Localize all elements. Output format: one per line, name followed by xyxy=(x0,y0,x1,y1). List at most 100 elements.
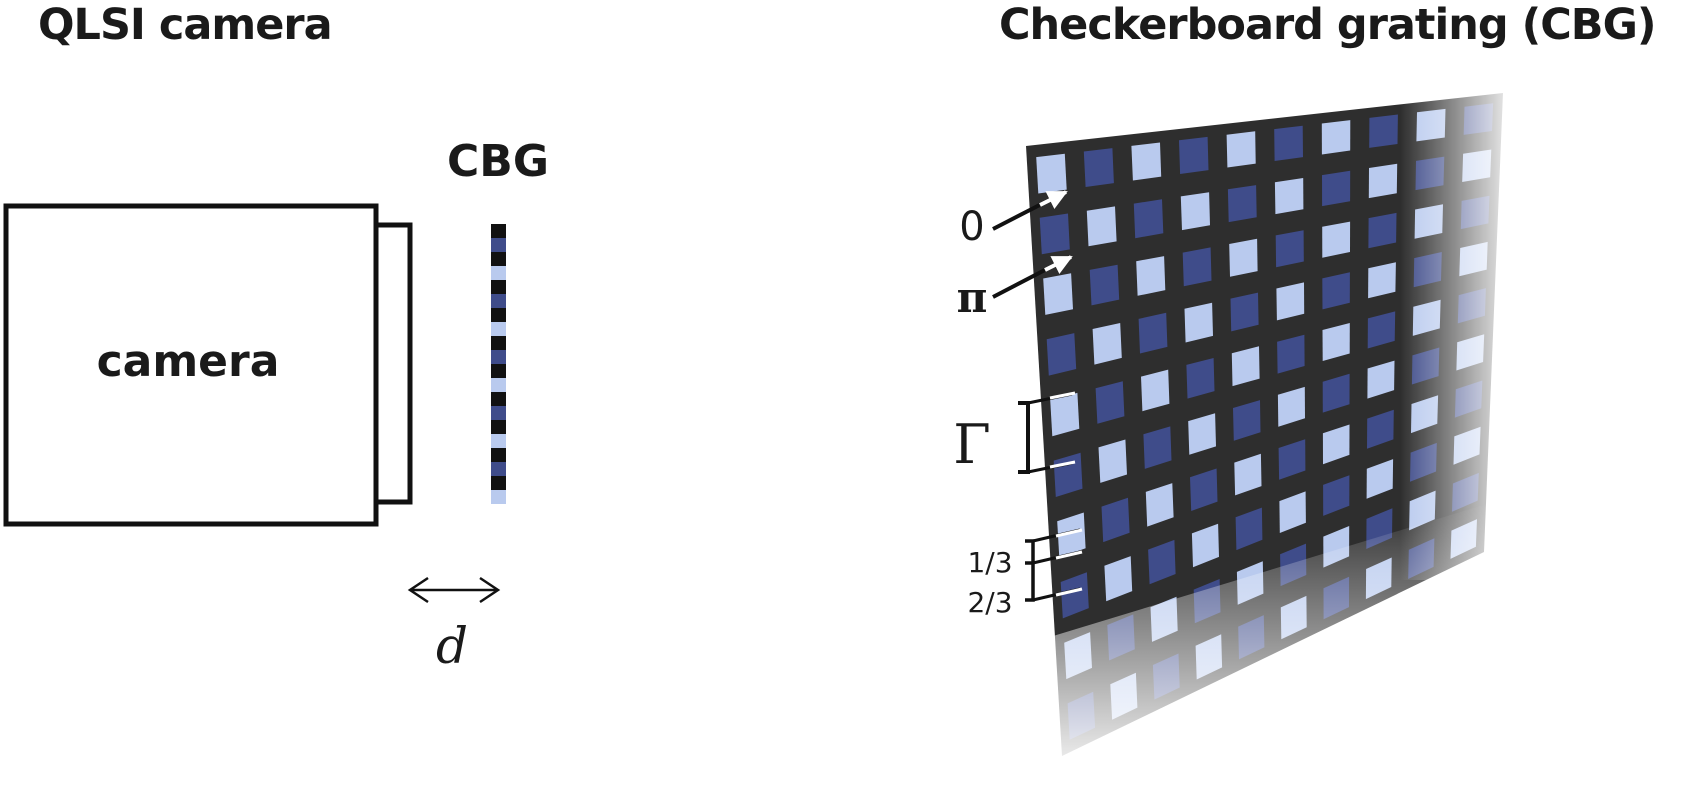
checker-square xyxy=(1101,497,1130,543)
checker-square xyxy=(1277,334,1305,374)
checker-square xyxy=(1322,272,1350,310)
checker-square xyxy=(1369,114,1398,148)
checker-square xyxy=(1188,413,1216,455)
checker-square xyxy=(1179,136,1209,174)
distance-indicator: d xyxy=(407,576,501,675)
camera-assembly: camera xyxy=(3,203,413,527)
checker-square xyxy=(1043,273,1073,315)
checker-square xyxy=(1235,507,1263,551)
label-phase-pi: π xyxy=(957,273,988,322)
right-panel-title: Checkerboard grating (CBG) xyxy=(999,0,1657,50)
checker-square xyxy=(1089,264,1120,306)
checker-square xyxy=(1368,212,1397,249)
grating-strip-segment xyxy=(491,350,506,364)
grating-strip-segment xyxy=(491,364,506,378)
checker-square xyxy=(1279,491,1306,533)
grating-strip-segment xyxy=(491,378,506,392)
distance-arrow-head-right xyxy=(479,576,501,604)
grating-strip-segment xyxy=(491,252,506,266)
checker-square xyxy=(1234,453,1262,496)
label-one-third: 1/3 xyxy=(967,546,1012,579)
checkerboard-grating xyxy=(1026,80,1520,786)
checker-square xyxy=(1186,358,1215,399)
checker-square xyxy=(1086,206,1117,247)
checker-square xyxy=(1050,392,1080,437)
checker-square xyxy=(1145,483,1174,527)
checker-square xyxy=(1143,426,1172,469)
checker-square xyxy=(1141,369,1170,412)
checker-square xyxy=(1276,282,1305,321)
label-two-thirds: 2/3 xyxy=(967,586,1012,619)
checker-square xyxy=(1322,373,1350,413)
grating-strip-segment xyxy=(491,420,506,434)
checker-square xyxy=(1148,539,1176,585)
grating-strip-segment xyxy=(491,308,506,322)
distance-arrow-head-left xyxy=(407,576,429,604)
checker-square xyxy=(1133,199,1164,239)
checker-square xyxy=(1367,360,1395,399)
checker-square xyxy=(1136,256,1166,296)
checker-square xyxy=(1180,192,1210,231)
checker-square xyxy=(1182,247,1212,287)
grating-strip xyxy=(491,224,506,504)
period-tick-bottom-white xyxy=(1049,460,1076,469)
checker-square xyxy=(1104,556,1133,602)
checker-square xyxy=(1092,323,1122,365)
checker-square xyxy=(1046,333,1077,376)
grating-fade-bottom xyxy=(1040,500,1500,786)
grating-strip-segment xyxy=(491,280,506,294)
checker-square xyxy=(1367,311,1396,349)
camera-label: camera xyxy=(97,336,280,387)
grating-strip-segment xyxy=(491,434,506,448)
checker-square xyxy=(1368,262,1396,299)
checker-square xyxy=(1227,185,1257,223)
fraction-bracket xyxy=(1025,539,1035,602)
grating-side-view: CBG xyxy=(447,136,549,504)
checker-square xyxy=(1322,221,1351,258)
checker-square xyxy=(1229,238,1258,277)
checker-square xyxy=(1323,475,1350,516)
grating-strip-segment xyxy=(491,392,506,406)
checker-square xyxy=(1083,148,1114,187)
checker-square xyxy=(1190,468,1218,511)
label-phase-zero: 0 xyxy=(959,204,984,250)
checker-square xyxy=(1322,424,1350,465)
checker-square xyxy=(1036,153,1067,194)
checker-square xyxy=(1098,439,1127,483)
arrow-zero-tip xyxy=(1039,190,1068,209)
fraction-tick-3-white xyxy=(1055,587,1083,597)
grating-strip-segment xyxy=(491,476,506,490)
checker-square xyxy=(1039,213,1070,255)
fraction-tick-1-white xyxy=(1055,528,1083,538)
left-panel-title: QLSI camera xyxy=(38,0,333,50)
fraction-tick-2-white xyxy=(1055,550,1083,560)
checker-square xyxy=(1274,125,1303,161)
checker-square xyxy=(1191,523,1219,568)
grating-strip-segment xyxy=(491,448,506,462)
checker-square xyxy=(1226,131,1256,168)
checker-square xyxy=(1368,163,1398,199)
grating-strip-segment xyxy=(491,336,506,350)
arrow-pi-tip xyxy=(1044,255,1073,274)
checker-square xyxy=(1275,230,1304,268)
grating-strip-segment xyxy=(491,266,506,280)
grating-annotations: 0 π Γ 1/3 2/3 xyxy=(953,190,1083,619)
checker-square xyxy=(1322,323,1350,361)
checker-square xyxy=(1278,439,1306,480)
label-period: Γ xyxy=(953,413,990,476)
checker-square xyxy=(1321,120,1351,155)
checker-square xyxy=(1322,170,1351,207)
checker-square xyxy=(1366,459,1394,499)
grating-strip-segment xyxy=(491,238,506,252)
grating-strip-segment xyxy=(491,490,506,504)
period-tick-top-white xyxy=(1049,391,1076,400)
checker-square xyxy=(1277,386,1305,427)
grating-strip-segment xyxy=(491,322,506,336)
checker-square xyxy=(1274,178,1304,215)
checker-square xyxy=(1057,512,1086,558)
grating-strip-segment xyxy=(491,294,506,308)
grating-strip-segment xyxy=(491,462,506,476)
checker-square xyxy=(1231,346,1260,387)
checker-square xyxy=(1367,409,1394,449)
